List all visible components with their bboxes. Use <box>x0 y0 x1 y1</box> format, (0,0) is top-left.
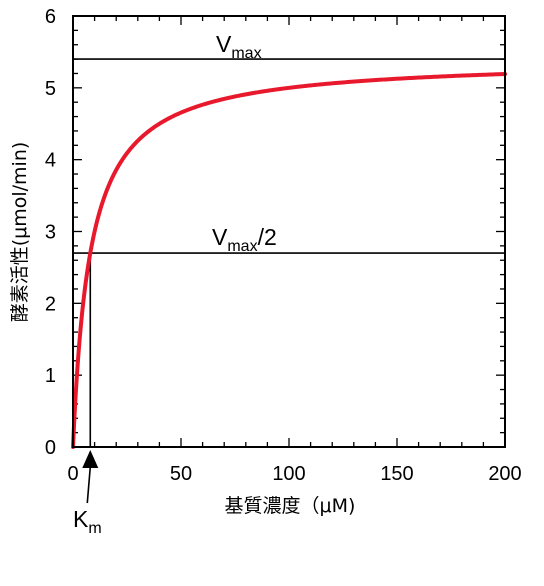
y-tick-label: 5 <box>45 78 56 100</box>
y-tick-label: 3 <box>45 222 56 244</box>
x-tick-label: 100 <box>272 463 305 485</box>
x-tick-label: 150 <box>380 463 413 485</box>
y-axis-title: 酵素活性(μmol/min) <box>9 142 31 323</box>
y-tick-label: 0 <box>45 437 56 459</box>
y-tick-label: 6 <box>45 6 56 28</box>
x-tick-label: 0 <box>67 463 78 485</box>
km-arrow-stem <box>86 466 92 504</box>
x-tick-label: 200 <box>488 463 521 485</box>
velocity-curve <box>71 72 507 449</box>
km-arrowhead <box>82 450 99 468</box>
x-tick-label: 50 <box>170 463 192 485</box>
y-tick-label: 4 <box>45 150 56 172</box>
y-tick-label: 2 <box>45 293 56 315</box>
km-label: Km <box>73 506 102 537</box>
axis-ticks <box>72 15 506 448</box>
half-vmax-label: Vmax/2 <box>212 224 277 255</box>
vmax-label: Vmax <box>216 31 262 62</box>
y-tick-label: 1 <box>45 365 56 387</box>
tick-labels: 0 50 100 150 200 0 1 2 3 4 5 6 <box>45 6 522 485</box>
x-axis-title: 基質濃度（μM) <box>225 495 356 517</box>
plot-frame <box>72 15 506 448</box>
